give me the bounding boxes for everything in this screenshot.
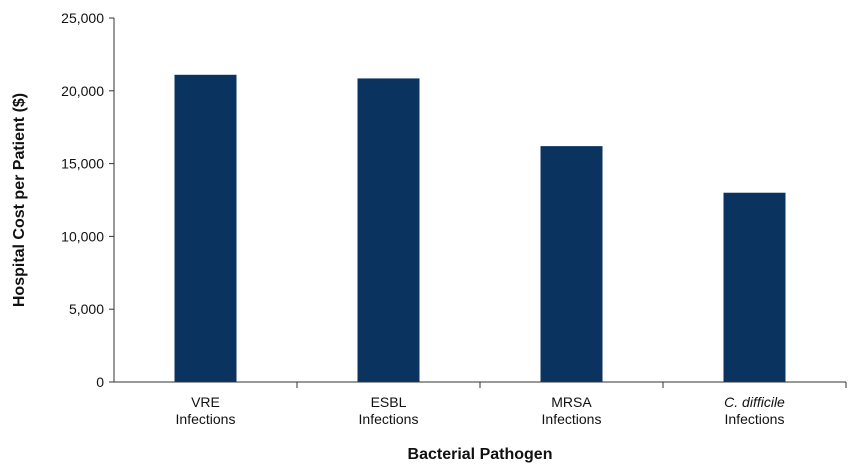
x-category-label: MRSA — [551, 394, 592, 410]
y-tick-label: 20,000 — [61, 83, 104, 99]
bars-layer — [174, 74, 786, 382]
bar — [723, 192, 786, 382]
x-category-sublabel: Infections — [359, 411, 419, 427]
x-category-label: ESBL — [371, 394, 407, 410]
x-category-label: VRE — [191, 394, 220, 410]
bar — [540, 146, 603, 382]
x-axis-title: Bacterial Pathogen — [408, 446, 553, 463]
bar — [357, 78, 420, 382]
y-tick-label: 0 — [96, 374, 104, 390]
y-axis-title: Hospital Cost per Patient ($) — [11, 93, 28, 307]
bar — [174, 74, 237, 382]
x-category-label: C. difficile — [724, 394, 785, 410]
x-category-sublabel: Infections — [542, 411, 602, 427]
y-tick-label: 10,000 — [61, 228, 104, 244]
y-tick-label: 5,000 — [69, 301, 104, 317]
y-ticks: 0 5,000 10,000 15,000 20,000 25,000 — [61, 10, 114, 390]
x-ticks: VREInfectionsESBLInfectionsMRSAInfection… — [176, 382, 847, 427]
x-category-sublabel: Infections — [725, 411, 785, 427]
x-category-sublabel: Infections — [176, 411, 236, 427]
y-tick-label: 15,000 — [61, 156, 104, 172]
y-tick-label: 25,000 — [61, 10, 104, 26]
